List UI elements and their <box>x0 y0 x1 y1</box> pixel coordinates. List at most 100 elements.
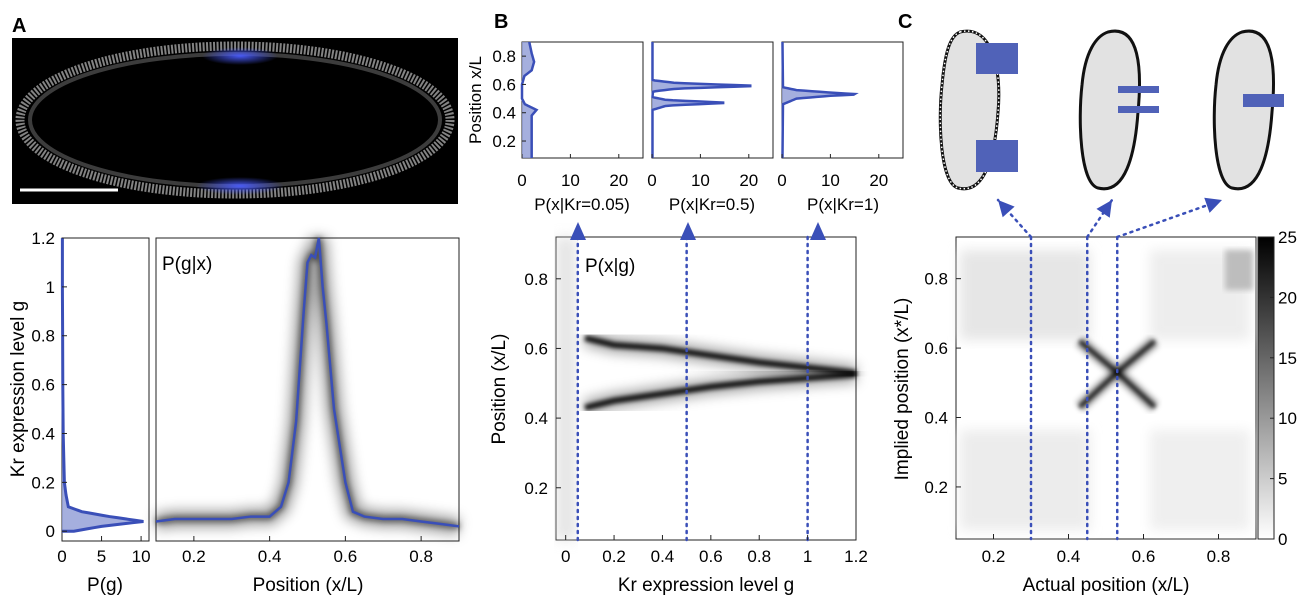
inset-ytick-label: 0.4 <box>492 104 516 123</box>
inset-xtick-label: 10 <box>821 171 840 190</box>
pg-ylabel: Kr expression level g <box>8 301 29 477</box>
pg-ytick-label: 0.2 <box>31 473 55 492</box>
pgx-xtick-label: 0.4 <box>258 547 282 566</box>
inset-xtick-label: 0 <box>517 171 526 190</box>
pxg-plot: 0 0.2 0.4 0.6 0.8 1 1.2 0.2 0.4 0.6 0.8 P(x|g) Kr … <box>489 235 868 596</box>
posterior-xtick-label: 0.2 <box>982 547 1006 566</box>
panel-letter-b: B <box>494 11 508 33</box>
colorbar: 0 5 10 15 20 25 <box>1257 228 1297 549</box>
connector-arrowhead <box>1096 200 1112 218</box>
embryo-image-a <box>12 38 458 204</box>
inset-ylabel: Position x/L <box>466 56 485 144</box>
pxg-ridge-upper <box>584 335 857 376</box>
inset-xtick-label: 20 <box>869 171 888 190</box>
pxg-xtick-label: 0.6 <box>699 547 723 566</box>
inset-xtick-label: 10 <box>691 171 710 190</box>
posterior-ytick-label: 0.4 <box>924 409 948 428</box>
pxg-left-haze <box>556 237 576 540</box>
inset-xtick-label: 0 <box>647 171 656 190</box>
inset-xtick-label: 20 <box>609 171 628 190</box>
pgx-title: P(g|x) <box>162 254 212 275</box>
posterior-ytick-label: 0.2 <box>924 478 948 497</box>
connector-arrowhead <box>998 200 1015 218</box>
pxg-ylabel: Position (x/L) <box>489 334 510 445</box>
pgx-xtick-label: 0.2 <box>182 547 206 566</box>
pxg-ytick-label: 0.6 <box>524 339 548 358</box>
pxg-ytick-label: 0.8 <box>524 270 548 289</box>
pg-xtick-label: 5 <box>97 547 106 566</box>
posterior-xtick-label: 0.4 <box>1057 547 1081 566</box>
pxg-xtick-label: 0.2 <box>602 547 626 566</box>
pg-ytick-label: 1 <box>46 278 55 297</box>
pxg-xtick-label: 1 <box>803 547 812 566</box>
inset-xtick-label: 0 <box>777 171 786 190</box>
pxg-xtick-label: 0.4 <box>651 547 675 566</box>
posterior-ytick-label: 0.6 <box>924 339 948 358</box>
pxg-title: P(x|g) <box>585 256 635 277</box>
inset-curve <box>781 41 859 159</box>
posterior-xtick-label: 0.6 <box>1132 547 1156 566</box>
connector-line <box>1116 198 1224 239</box>
pg-ytick-label: 0.6 <box>31 376 55 395</box>
inset-curve <box>651 42 752 158</box>
pxg-xtick-label: 0.8 <box>747 547 771 566</box>
pg-axes-frame <box>61 237 150 542</box>
inset-ytick-label: 0.8 <box>492 47 516 66</box>
panel-letter-a: A <box>12 15 26 37</box>
posterior-band-upper-left <box>960 250 1090 340</box>
inset-xtick-label: 20 <box>739 171 758 190</box>
colorbar-tick-label: 5 <box>1278 470 1287 489</box>
pxg-xtick-label: 1.2 <box>844 547 868 566</box>
inset-xtick-label: 10 <box>561 171 580 190</box>
inset-frame-1 <box>521 41 644 159</box>
pgx-xtick-label: 0.6 <box>334 547 358 566</box>
pxg-xtick-label: 0 <box>561 547 570 566</box>
posterior-xlabel: Actual position (x/L) <box>1023 575 1190 596</box>
pg-ytick-label: 0.8 <box>31 327 55 346</box>
pgx-xtick-label: 0.8 <box>409 547 433 566</box>
pg-xlabel: P(g) <box>87 575 123 596</box>
inset-label-1: P(x|Kr=0.05) <box>534 195 630 214</box>
posterior-xtick-label: 0.8 <box>1207 547 1231 566</box>
inset-ytick-label: 0.6 <box>492 75 516 94</box>
pg-ytick-label: 0.4 <box>31 424 55 443</box>
pgx-xlabel: Position (x/L) <box>253 575 364 596</box>
colorbar-gradient <box>1257 236 1275 540</box>
pxg-ytick-label: 0.2 <box>524 479 548 498</box>
inset-label-2: P(x|Kr=0.5) <box>669 195 755 214</box>
inset-plots: 0 10 20 0 10 20 0 10 20 0.2 0.4 0.6 0.8 Position x/L… <box>466 41 904 214</box>
pgx-mean-line <box>155 237 460 528</box>
posterior-plot: 0.2 0.4 0.6 0.8 0.2 0.4 0.6 0.8 Actual position… <box>892 235 1257 596</box>
connector-arrowhead <box>1204 197 1222 213</box>
schematic-3 <box>1212 29 1284 191</box>
schematic-2 <box>1078 29 1159 191</box>
embryo-schematics <box>938 29 1284 191</box>
posterior-band-lower-right <box>1150 430 1250 530</box>
inset-label-3: P(x|Kr=1) <box>807 195 879 214</box>
colorbar-tick-label: 20 <box>1278 288 1297 307</box>
posterior-ylabel: Implied position (x*/L) <box>892 298 913 481</box>
colorbar-tick-label: 0 <box>1278 530 1287 549</box>
pgx-plot: 0.2 0.4 0.6 0.8 P(g|x) Position (x/L) <box>154 236 461 596</box>
pg-ytick-label: 1.2 <box>31 229 55 248</box>
panel-letter-c: C <box>898 11 912 33</box>
colorbar-tick-label: 15 <box>1278 349 1297 368</box>
pxg-xlabel: Kr expression level g <box>618 575 794 596</box>
posterior-ytick-label: 0.8 <box>924 270 948 289</box>
inset-curve <box>520 41 539 158</box>
colorbar-tick-label: 10 <box>1278 409 1297 428</box>
inset-arrowhead <box>680 222 696 240</box>
schematic-1 <box>938 29 1018 191</box>
pxg-ytick-label: 0.4 <box>524 409 548 428</box>
colorbar-tick-label: 25 <box>1278 228 1297 247</box>
inset-ytick-label: 0.2 <box>492 132 516 151</box>
inset-frame-3 <box>781 41 904 159</box>
posterior-band-lower-left <box>960 430 1090 530</box>
pg-ytick-label: 0 <box>46 522 55 541</box>
pg-plot: 0 5 10 0 0.2 0.4 0.6 0.8 1 1.2 P(g) Kr expression… <box>8 229 151 596</box>
inset-arrowhead <box>570 222 586 240</box>
pg-xtick-label: 0 <box>57 547 66 566</box>
posterior-corner-dark <box>1225 250 1253 290</box>
inset-area <box>522 42 537 158</box>
